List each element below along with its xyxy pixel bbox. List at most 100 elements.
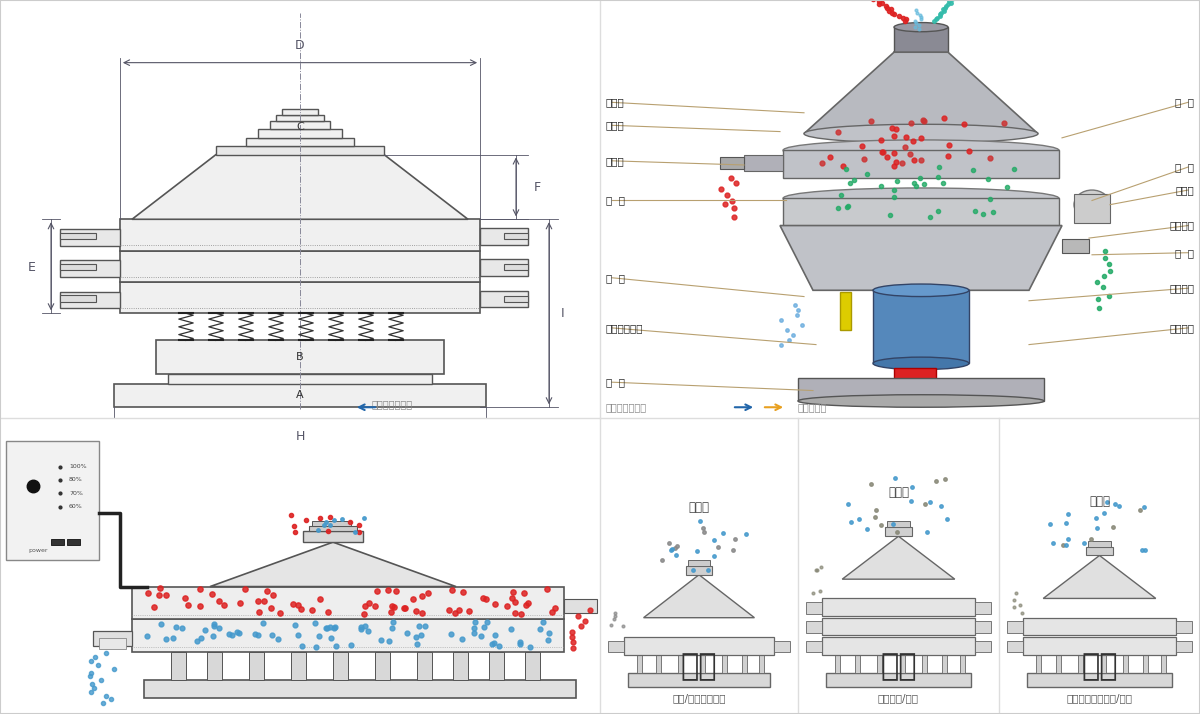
Text: 外形尺寸示意图: 外形尺寸示意图 <box>372 399 413 409</box>
Ellipse shape <box>894 47 948 57</box>
Bar <box>504 296 528 301</box>
Bar <box>784 151 1060 178</box>
Bar <box>526 652 540 680</box>
Bar <box>170 652 186 680</box>
Bar <box>120 282 480 313</box>
Text: 下部重锤: 下部重锤 <box>1169 323 1194 333</box>
Bar <box>120 219 480 251</box>
Bar <box>60 260 120 277</box>
Bar <box>1123 655 1128 673</box>
Bar <box>132 587 564 619</box>
Ellipse shape <box>874 284 970 296</box>
Bar <box>624 637 774 655</box>
Text: 100%: 100% <box>70 464 86 469</box>
Bar <box>742 655 746 673</box>
Text: 除杂: 除杂 <box>1081 652 1117 681</box>
Text: 单层式: 单层式 <box>689 501 709 513</box>
Bar <box>974 640 991 653</box>
Polygon shape <box>643 575 755 618</box>
Bar <box>1024 618 1176 635</box>
Bar <box>942 655 947 673</box>
Bar <box>974 621 991 633</box>
Bar <box>1062 239 1090 253</box>
Bar <box>60 296 96 301</box>
Text: 弹  簧: 弹 簧 <box>606 273 625 283</box>
Text: 进料口: 进料口 <box>606 97 625 107</box>
Bar <box>480 259 528 276</box>
Text: 机  座: 机 座 <box>606 377 625 387</box>
Bar <box>206 652 222 680</box>
Bar <box>974 602 991 614</box>
Bar <box>132 619 564 652</box>
Bar <box>960 655 965 673</box>
Bar <box>806 621 822 633</box>
Bar <box>784 198 1060 226</box>
Text: 上部重锤: 上部重锤 <box>1169 221 1194 231</box>
Bar <box>628 673 770 688</box>
Text: C: C <box>296 122 304 132</box>
Ellipse shape <box>1074 190 1110 219</box>
Bar <box>774 640 790 653</box>
Bar <box>310 526 358 531</box>
Bar <box>688 560 710 565</box>
Text: 运输固定螺栓: 运输固定螺栓 <box>606 323 643 333</box>
Text: power: power <box>29 548 48 553</box>
Bar <box>1074 194 1110 223</box>
Bar <box>270 121 330 129</box>
Text: 分级: 分级 <box>680 652 718 681</box>
Bar <box>894 368 936 380</box>
Text: 70%: 70% <box>70 491 83 496</box>
Bar <box>374 652 390 680</box>
Bar <box>806 640 822 653</box>
Bar <box>94 631 132 646</box>
Text: 筛  网: 筛 网 <box>1175 97 1194 107</box>
Bar <box>564 599 598 613</box>
Bar <box>826 673 971 688</box>
Bar <box>822 637 974 655</box>
Bar <box>886 528 912 536</box>
Bar <box>120 251 480 282</box>
Bar <box>874 291 970 363</box>
Bar <box>760 655 764 673</box>
Text: 60%: 60% <box>70 504 83 509</box>
Bar <box>60 264 96 270</box>
Polygon shape <box>132 154 468 219</box>
Text: 出料口: 出料口 <box>606 156 625 166</box>
Polygon shape <box>780 226 1062 291</box>
Bar <box>656 655 661 673</box>
Bar <box>246 138 354 146</box>
Bar <box>67 539 80 545</box>
Bar <box>1079 655 1084 673</box>
Text: A: A <box>296 390 304 400</box>
Bar <box>292 652 306 680</box>
Bar <box>168 374 432 384</box>
Bar <box>1027 673 1172 688</box>
Bar <box>1024 637 1176 655</box>
Bar <box>276 115 324 121</box>
Text: 筛  盘: 筛 盘 <box>1175 248 1194 258</box>
Bar <box>480 228 528 245</box>
Bar <box>608 640 624 653</box>
Bar <box>900 655 905 673</box>
Bar <box>835 655 840 673</box>
Polygon shape <box>210 542 456 587</box>
Text: 结构示意图: 结构示意图 <box>798 402 827 412</box>
Text: B: B <box>296 352 304 362</box>
Bar <box>721 655 727 673</box>
Text: 双层式: 双层式 <box>1090 495 1110 508</box>
Bar <box>334 652 348 680</box>
Bar <box>418 652 432 680</box>
Bar <box>1036 655 1042 673</box>
Text: 三层式: 三层式 <box>888 486 910 499</box>
Text: I: I <box>562 307 565 320</box>
Bar <box>806 602 822 614</box>
Text: 振动电机: 振动电机 <box>1169 283 1194 293</box>
Bar <box>744 154 784 171</box>
Bar <box>1142 655 1147 673</box>
Text: D: D <box>295 39 305 52</box>
Bar <box>877 655 882 673</box>
Bar <box>686 565 712 575</box>
Text: 去除异物/结块: 去除异物/结块 <box>878 693 919 703</box>
Polygon shape <box>842 536 955 579</box>
Text: 网  架: 网 架 <box>1175 162 1194 172</box>
